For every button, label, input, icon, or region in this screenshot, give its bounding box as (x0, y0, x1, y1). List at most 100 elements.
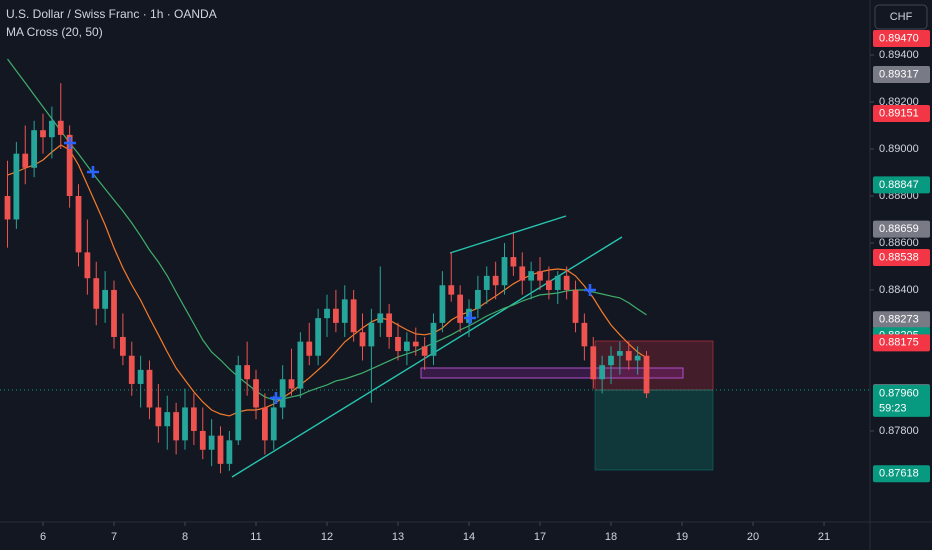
candle-body (404, 341, 410, 352)
candle-body (128, 355, 135, 384)
candle-body (519, 266, 526, 281)
candle-body (306, 341, 313, 356)
candle-body (253, 379, 259, 408)
x-tick-label: 18 (605, 531, 617, 543)
price-badge (873, 104, 930, 122)
currency-button[interactable] (874, 4, 928, 30)
candle-body (57, 120, 64, 135)
trend-line (449, 215, 567, 254)
candle-body (182, 407, 188, 441)
candle-body (528, 271, 535, 281)
candle-body (341, 299, 348, 323)
candle-body (40, 130, 46, 138)
indicator-label: MA Cross (20, 50) (6, 25, 103, 39)
x-tick-label: 17 (534, 531, 546, 543)
candle-body (75, 195, 82, 253)
x-tick-label: 13 (392, 531, 404, 543)
price-badge-label: 0.88538 (879, 251, 919, 263)
cross-marker (87, 166, 99, 178)
candle-body (297, 341, 304, 389)
chart-title: U.S. Dollar / Swiss Franc · 1h · OANDA (6, 7, 217, 21)
candle-body (599, 365, 606, 380)
candle-body (111, 289, 117, 337)
candle-body (510, 257, 517, 267)
candle-body (315, 318, 322, 356)
x-tick-label: 6 (40, 531, 46, 543)
cross-markers (64, 137, 596, 404)
x-tick-label: 11 (250, 531, 261, 543)
candle-body (554, 275, 561, 290)
candle-body (279, 379, 286, 408)
candle-body (324, 308, 330, 319)
target-zone (594, 389, 714, 471)
x-tick-label: 19 (676, 531, 688, 543)
candle-body (48, 120, 55, 138)
y-tick-label: 0.89200 (879, 96, 919, 108)
x-tick-label: 14 (463, 531, 475, 543)
candle-body (572, 289, 579, 323)
candle-body (448, 285, 455, 295)
candle-body (386, 313, 393, 337)
candle-body (501, 257, 508, 286)
candle-body (146, 369, 153, 408)
candle-body (625, 351, 632, 361)
candle-body (590, 346, 597, 380)
price-badge (873, 30, 930, 48)
price-badge (873, 65, 930, 83)
candle-body (608, 355, 614, 366)
candle-body (412, 341, 419, 347)
currency-label[interactable]: CHF (890, 11, 913, 23)
candle-body (288, 379, 295, 389)
candle-body (190, 407, 197, 431)
candle-body (537, 271, 543, 281)
price-badge (873, 334, 930, 352)
ma-line (7, 58, 647, 401)
y-tick-label: 0.87800 (879, 425, 919, 437)
candle-body (173, 412, 180, 441)
price-badge (873, 465, 930, 483)
cross-marker (584, 284, 596, 296)
price-badge-label: 0.88659 (879, 223, 919, 235)
price-badge (873, 220, 930, 238)
candle-body (395, 336, 401, 352)
x-tick-label: 8 (182, 531, 188, 543)
price-badge-label: 0.89151 (879, 107, 919, 119)
candle-body (244, 365, 251, 380)
candle-body (563, 275, 570, 290)
candle-body (22, 153, 29, 168)
candle-body (155, 407, 162, 427)
y-tick-label: 0.88400 (879, 284, 919, 296)
candle-body (430, 322, 437, 356)
candle-body (439, 285, 446, 323)
candle-body (359, 332, 366, 347)
candle-body (475, 289, 481, 309)
x-tick-label: 7 (111, 531, 117, 543)
price-badge-label: 0.89317 (879, 68, 919, 80)
price-badge-label: 0.87960 (879, 387, 919, 399)
candle-body (457, 294, 464, 323)
candle-body (235, 365, 242, 441)
axes: 0.894000.892000.890000.888000.886000.884… (40, 30, 930, 543)
candle-body (483, 275, 490, 290)
price-badge-label: 0.89470 (879, 32, 919, 44)
candle-body (199, 430, 206, 450)
price-badge-label: 0.88273 (879, 314, 919, 326)
candle-body (261, 407, 268, 441)
price-badge-label: 0.88175 (879, 337, 919, 349)
x-tick-label: 20 (747, 531, 759, 543)
plot (4, 58, 650, 474)
y-tick-label: 0.89000 (879, 143, 919, 155)
price-badge-label: 0.87618 (879, 468, 919, 480)
price-badge (873, 176, 930, 194)
candle-body (377, 313, 384, 323)
candle-body (4, 195, 11, 220)
candle-body (368, 322, 375, 347)
candle-body (102, 289, 109, 309)
price-badge-label: 0.88847 (879, 179, 919, 191)
y-tick-label: 0.89400 (879, 49, 919, 61)
stop-zone (594, 340, 714, 391)
cross-marker (64, 137, 76, 149)
x-tick-label: 21 (818, 531, 830, 543)
candle-body (421, 346, 428, 356)
